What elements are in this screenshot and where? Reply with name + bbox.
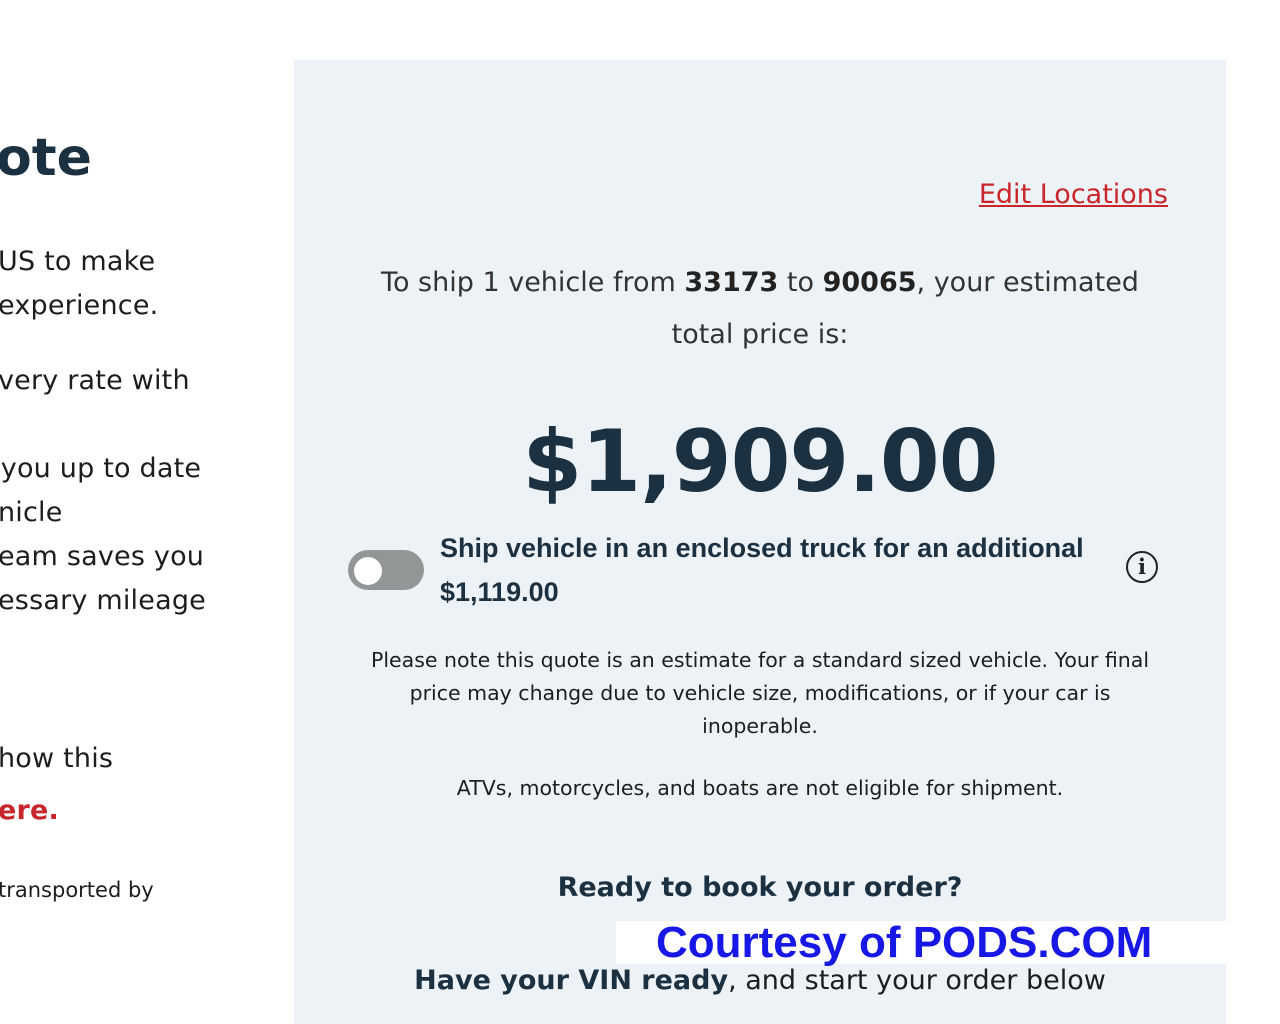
from-zip: 33173 bbox=[684, 267, 779, 298]
ship-summary: To ship 1 vehicle from 33173 to 90065, y… bbox=[354, 257, 1166, 361]
quote-panel: Edit Locations To ship 1 vehicle from 33… bbox=[294, 60, 1226, 1024]
ready-heading: Ready to book your order? bbox=[557, 872, 963, 903]
to-zip: 90065 bbox=[822, 267, 917, 298]
estimate-note: Please note this quote is an estimate fo… bbox=[370, 648, 1150, 738]
enclosed-truck-label: Ship vehicle in an enclosed truck for an… bbox=[440, 533, 1084, 607]
info-icon[interactable]: i bbox=[1126, 551, 1158, 583]
footer-text: transported by bbox=[0, 878, 154, 902]
ship-suffix: , your estimated total price is: bbox=[671, 267, 1139, 350]
intro-text: US to make bbox=[0, 246, 156, 277]
intro-text: very rate with bbox=[0, 365, 190, 396]
ineligible-note: ATVs, motorcycles, and boats are not eli… bbox=[456, 776, 1064, 800]
intro-text: experience. bbox=[0, 290, 159, 321]
enclosed-truck-toggle[interactable] bbox=[348, 550, 424, 590]
vin-instruction: Have your VIN ready, and start your orde… bbox=[294, 966, 1226, 996]
intro-text: how this bbox=[0, 743, 114, 774]
vin-bold: Have your VIN ready bbox=[414, 965, 729, 996]
ship-prefix: To ship 1 vehicle from bbox=[381, 267, 685, 298]
here-link[interactable]: ere. bbox=[0, 795, 59, 826]
vin-rest: , and start your order below bbox=[728, 965, 1106, 996]
intro-text: you up to date bbox=[0, 453, 202, 484]
intro-text: eam saves you bbox=[0, 541, 205, 572]
toggle-knob bbox=[354, 557, 382, 585]
intro-text: nicle bbox=[0, 497, 63, 528]
edit-locations-link[interactable]: Edit Locations bbox=[978, 179, 1168, 210]
total-price: $1,909.00 bbox=[522, 412, 998, 512]
intro-text: essary mileage bbox=[0, 585, 206, 616]
page-title: ote bbox=[0, 128, 92, 188]
ship-mid: to bbox=[778, 267, 823, 298]
watermark: Courtesy of PODS.COM bbox=[616, 921, 1226, 965]
